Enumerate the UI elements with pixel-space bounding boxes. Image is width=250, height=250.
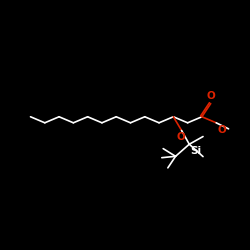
- Text: O: O: [176, 132, 185, 142]
- Text: O: O: [206, 91, 215, 101]
- Text: O: O: [217, 125, 226, 135]
- Text: Si: Si: [190, 146, 201, 156]
